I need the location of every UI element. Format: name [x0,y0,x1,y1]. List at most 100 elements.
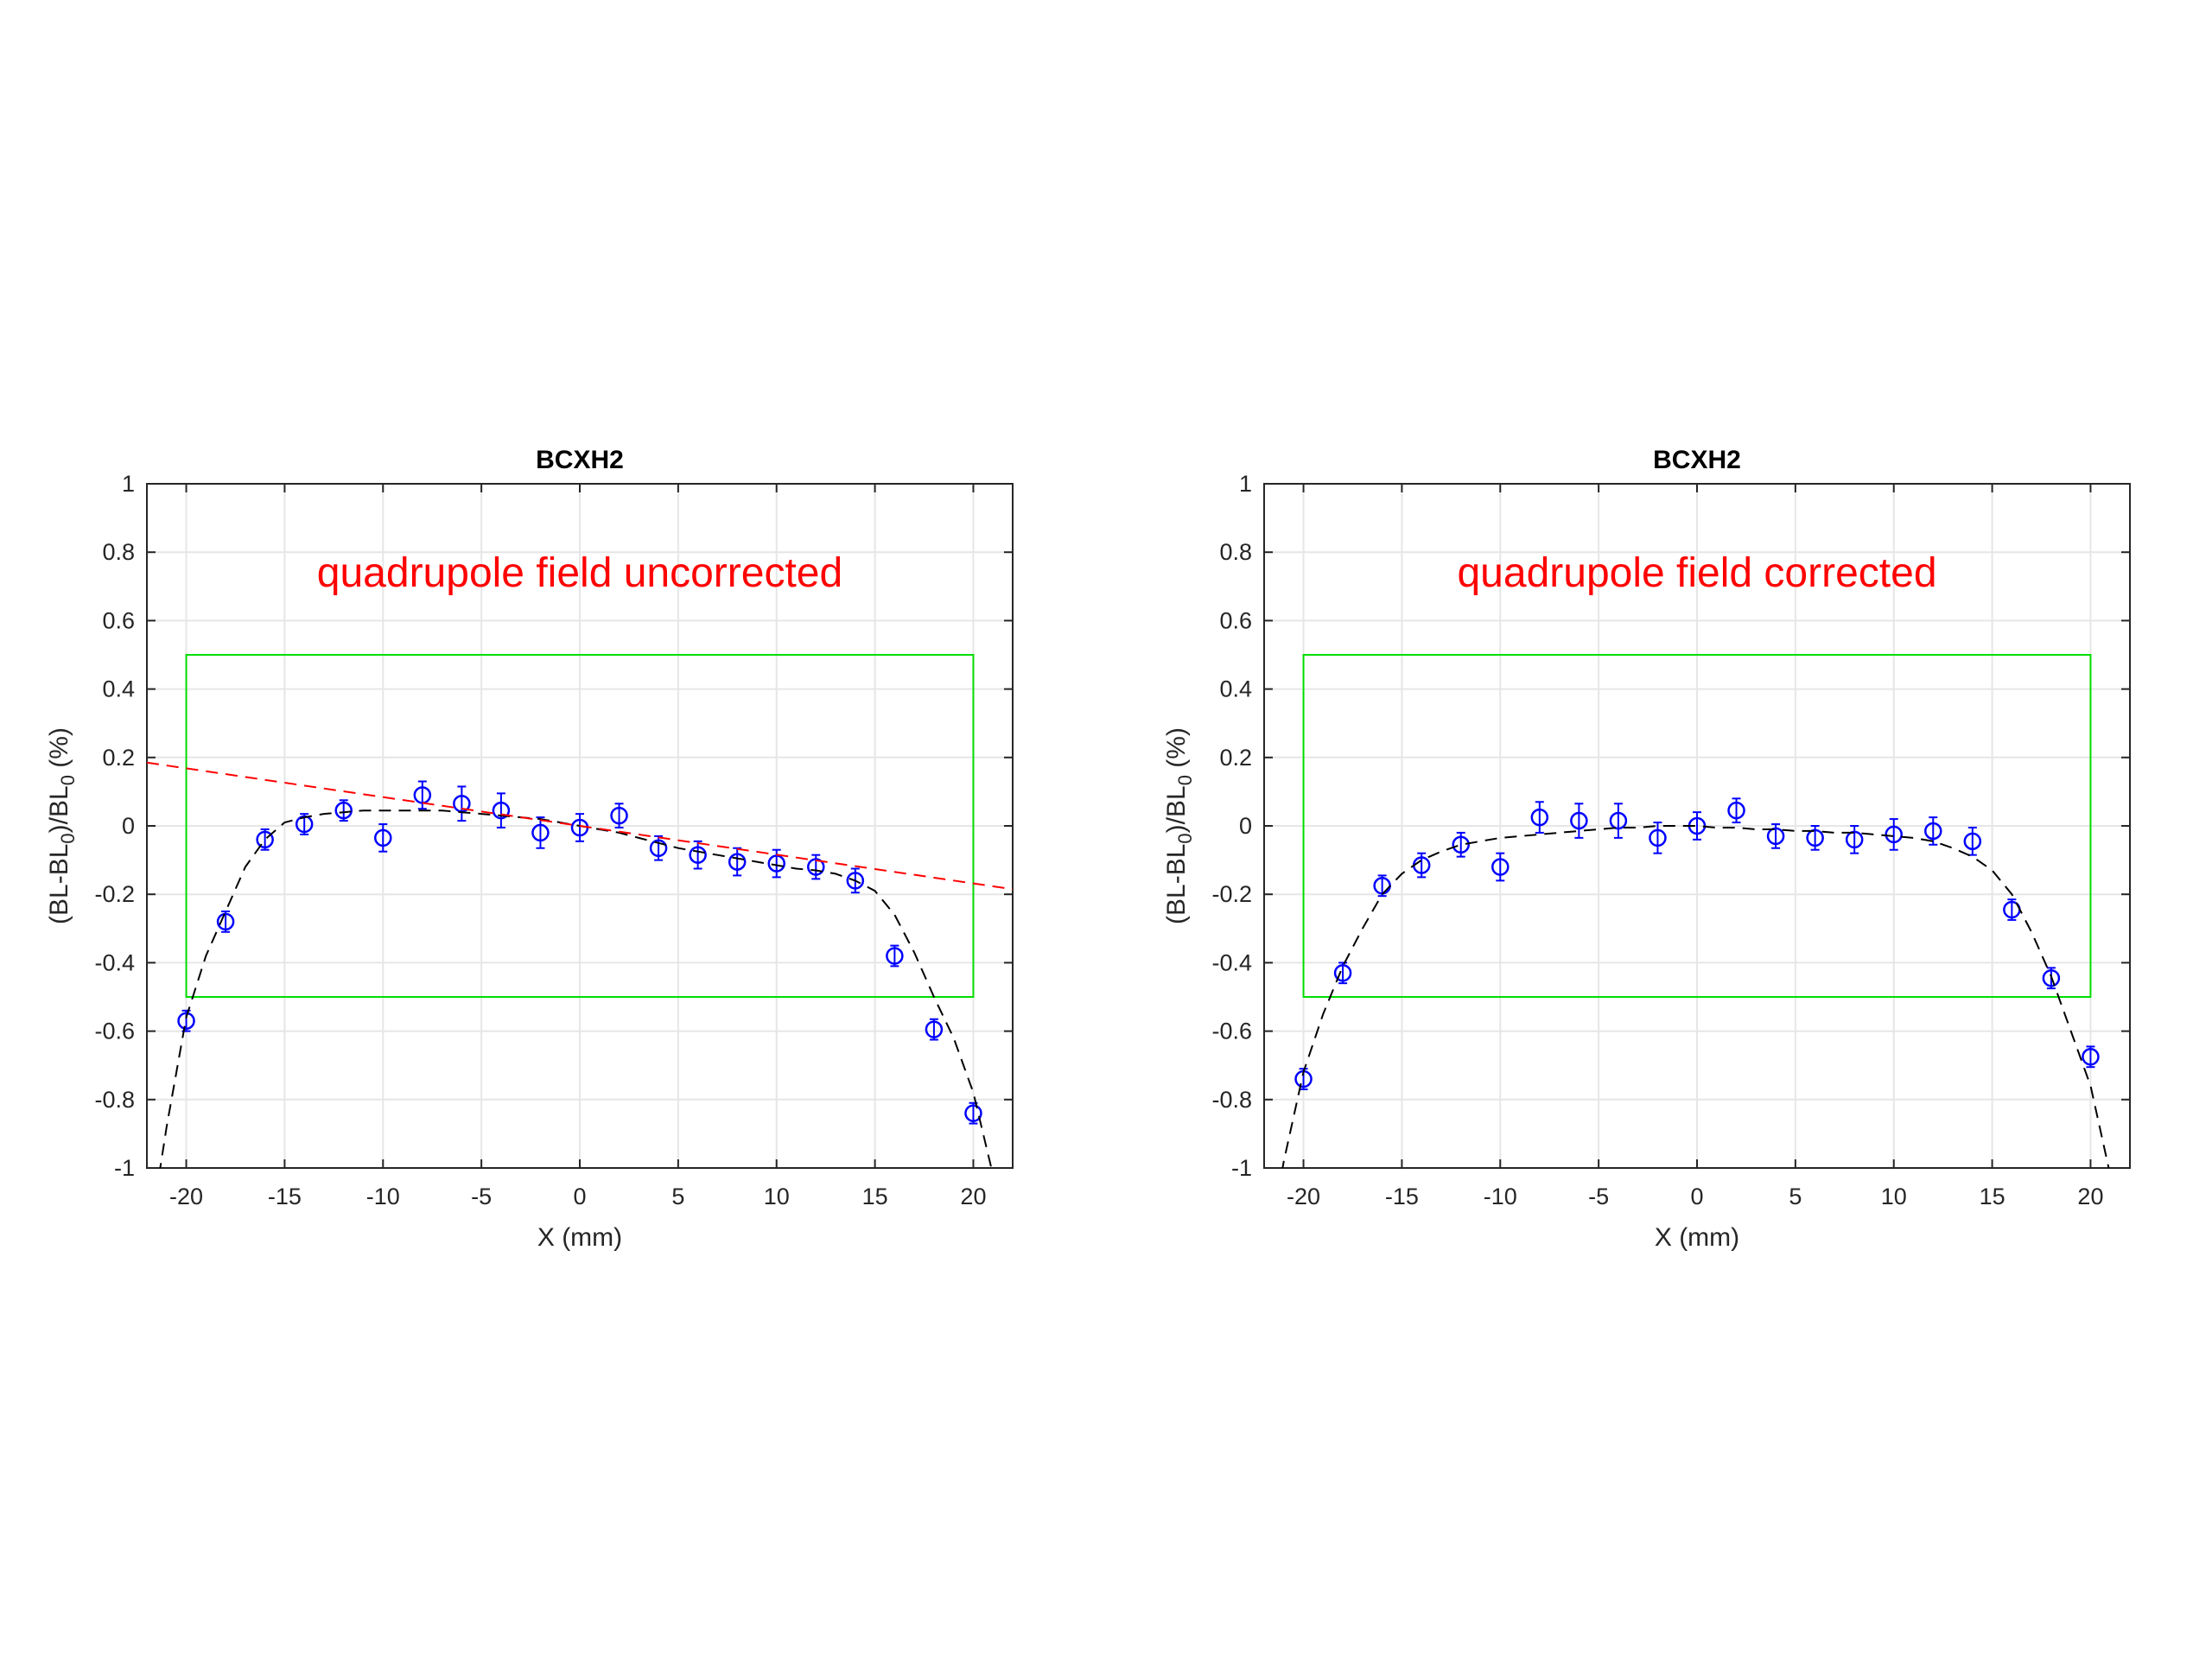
data-marker [649,839,668,857]
y-tick-label: 0 [1239,813,1252,839]
y-tick-label: 1 [1239,471,1252,497]
chart-title: BCXH2 [1653,446,1741,474]
x-tick-label: 5 [1789,1184,1802,1209]
chart-annotation: quadrupole field corrected [1457,550,1936,596]
data-point [1609,803,1628,839]
y-axis-label-part: )/BL [1162,785,1191,833]
data-marker [334,801,353,820]
data-point [1530,801,1549,834]
data-point [807,854,825,880]
y-axis-label-part: (BL-BL [45,844,73,924]
data-point [492,792,511,828]
data-point [1924,816,1942,846]
plot-data [147,654,1013,1168]
y-tick-label: 0.8 [1219,539,1252,565]
data-point [177,1009,195,1032]
y-axis-label-subscript: 0 [57,833,79,843]
y-tick-label: -1 [114,1155,135,1181]
chart-title: BCXH2 [536,446,624,474]
data-point [886,944,904,968]
tolerance-box [1302,654,2092,998]
data-marker [1649,828,1667,847]
data-marker [374,828,392,847]
data-marker [1806,828,1824,847]
data-point [649,835,668,861]
data-marker [1452,835,1470,854]
data-marker [767,854,785,873]
x-tick-label: 5 [671,1184,684,1209]
x-tick-label: 15 [1980,1184,2005,1209]
linear-fit-line [147,761,1013,891]
x-tick-label: -20 [1287,1184,1320,1209]
data-marker [886,947,904,965]
data-marker [2042,968,2061,987]
y-axis-label-part: )/BL [45,785,73,833]
data-point [256,828,274,851]
data-marker [295,815,314,834]
data-marker [1609,811,1628,830]
y-axis-label-subscript: 0 [1174,775,1196,785]
data-marker [964,1104,982,1122]
data-point [1452,831,1470,858]
y-tick-label: -0.6 [1211,1019,1252,1044]
data-point [1491,852,1510,882]
data-marker [1333,964,1352,982]
data-marker [1885,825,1903,844]
data-point [728,847,747,877]
data-marker [807,858,825,876]
data-point [689,840,707,870]
x-tick-label: -5 [1588,1184,1609,1209]
y-axis-label-subscript: 0 [57,775,79,785]
y-axis-label-subscript: 0 [1174,833,1196,843]
y-axis-label: (BL-BL0)/BL0 (%) [45,727,79,924]
data-point [1649,822,1667,854]
data-marker [1727,801,1745,820]
x-tick-label: -15 [268,1184,302,1209]
data-point [1727,797,1745,824]
y-tick-label: -0.2 [1211,881,1252,907]
data-point [1885,818,1903,851]
x-tick-label: 10 [764,1184,790,1209]
data-marker [1924,822,1942,841]
x-tick-label: -10 [1484,1184,1517,1209]
data-point [1570,803,1588,839]
y-axis-label-part: (BL-BL [1162,844,1191,924]
x-tick-label: -15 [1385,1184,1419,1209]
y-tick-label: 0.2 [102,745,135,771]
data-point [2082,1045,2100,1069]
data-marker [846,872,865,890]
data-marker [256,830,274,849]
y-tick-label: -0.2 [94,881,135,907]
data-point [925,1018,944,1041]
y-tick-label: 0.4 [102,676,135,702]
x-tick-label: 0 [573,1184,586,1209]
chart-panel-2: -20 -15 -10 -5 0 5 10 15 20-1-0.8-0.6-0.4-0.200.… [1162,446,2131,1252]
x-tick-label: -10 [366,1184,400,1209]
data-point [216,911,235,933]
data-marker [177,1012,195,1030]
y-tick-label: -0.4 [1211,949,1252,975]
y-tick-label: 0.4 [1219,676,1252,702]
y-axis-label-part: (%) [45,727,73,775]
data-marker [1766,827,1785,846]
data-marker [925,1020,944,1038]
chart-annotation: quadrupole field uncorrected [317,550,842,596]
x-tick-label: 0 [1690,1184,1703,1209]
data-marker [1491,858,1510,876]
y-tick-label: 0 [122,813,135,839]
data-marker [1845,830,1864,849]
x-axis-label: X (mm) [1655,1223,1739,1252]
data-marker [610,806,628,825]
data-marker [689,846,707,864]
x-tick-label: 20 [2077,1184,2103,1209]
data-point [610,803,628,828]
data-point [1806,825,1824,851]
y-tick-label: -1 [1231,1155,1252,1181]
y-axis-label: (BL-BL0)/BL0 (%) [1162,727,1196,924]
y-tick-label: 0.6 [102,607,135,633]
y-tick-label: -0.8 [1211,1087,1252,1113]
x-tick-label: -5 [471,1184,492,1209]
x-axis-label: X (mm) [537,1223,622,1252]
